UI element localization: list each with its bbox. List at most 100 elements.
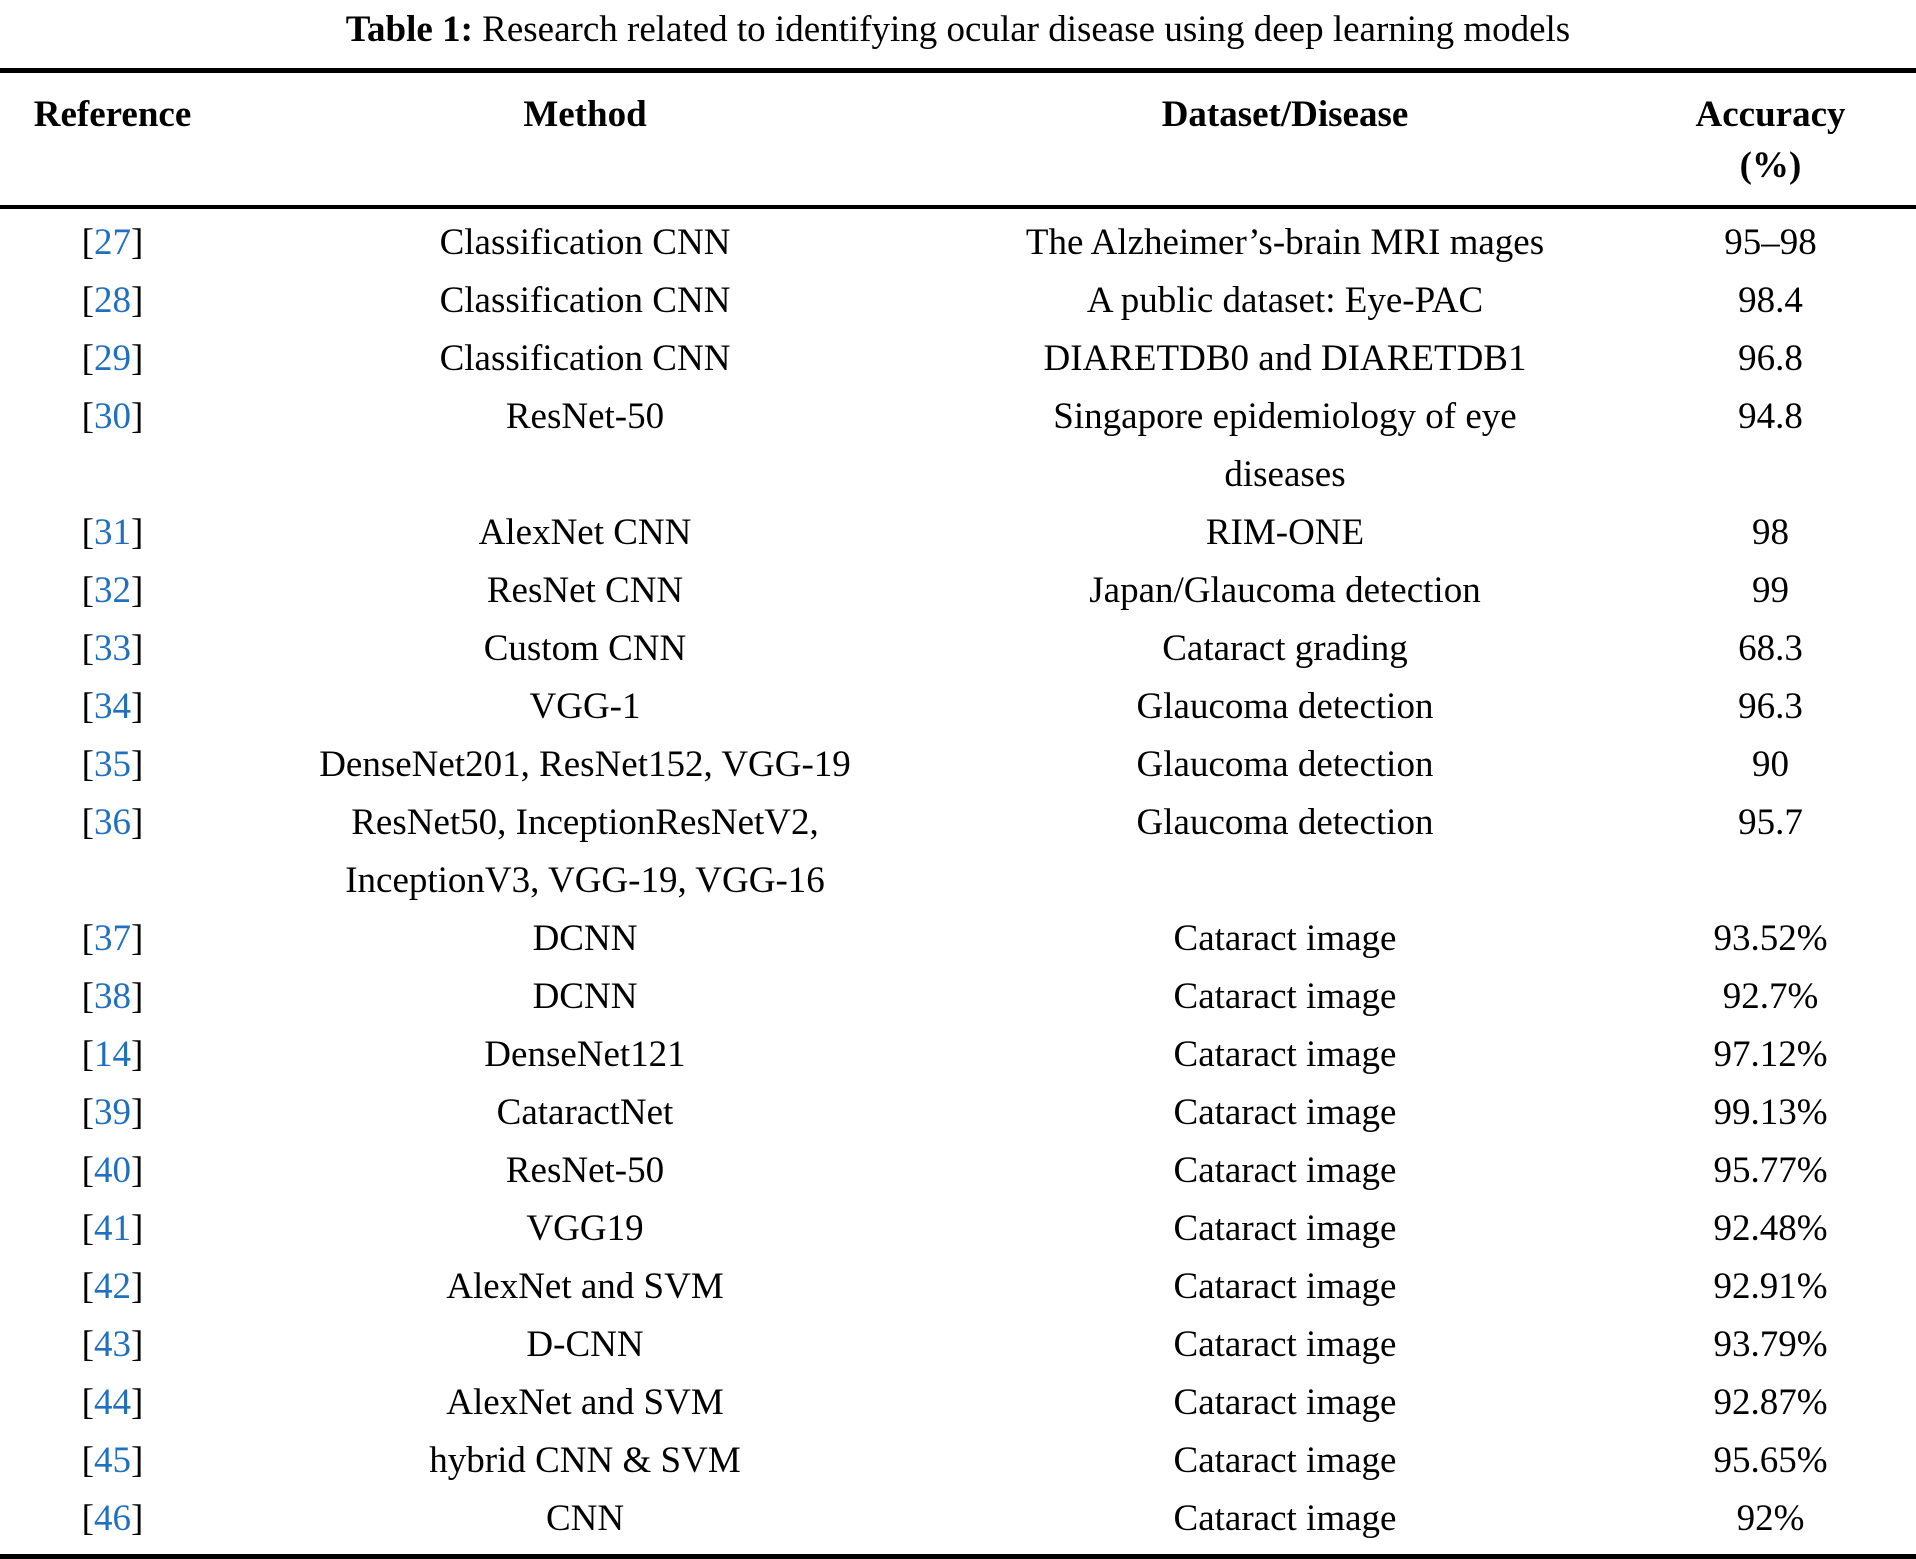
method-cell: hybrid CNN & SVM [429,1440,741,1481]
bracket-open: [ [81,570,94,611]
bracket-close: ] [131,222,144,263]
reference-link[interactable]: [32] [82,570,144,611]
reference-cell: [44] [0,1374,225,1432]
reference-number: 38 [94,976,131,1017]
reference-number: 44 [94,1382,131,1423]
reference-number: 43 [94,1324,131,1365]
reference-cell: [45] [0,1432,225,1490]
table-caption-text: Research related to identifying ocular d… [482,9,1571,50]
reference-number: 39 [94,1092,131,1133]
bracket-close: ] [131,280,144,321]
table-row: [27] Classification CNN The Alzheimer’s-… [0,207,1916,272]
table-row: [45] hybrid CNN & SVM Cataract image 95.… [0,1432,1916,1490]
method-cell: Classification CNN [439,222,731,263]
table-caption: Table 1: Research related to identifying… [0,0,1916,68]
reference-number: 32 [94,570,131,611]
dataset-cell: Glaucoma detection [1136,802,1434,843]
reference-link[interactable]: [39] [82,1092,144,1133]
reference-number: 40 [94,1150,131,1191]
method-cell: AlexNet and SVM [446,1266,724,1307]
method-cell: VGG-1 [529,686,641,727]
accuracy-cell: 94.8 [1738,396,1803,437]
method-cell: ResNet50, InceptionResNetV2, InceptionV3… [345,802,825,901]
table-row: [33] Custom CNN Cataract grading 68.3 [0,620,1916,678]
method-cell: DCNN [532,918,638,959]
dataset-cell: Cataract image [1173,1034,1397,1075]
bracket-close: ] [131,512,144,553]
reference-cell: [29] [0,330,225,388]
bracket-close: ] [131,1266,144,1307]
dataset-cell: Cataract image [1173,976,1397,1017]
reference-link[interactable]: [14] [82,1034,144,1075]
accuracy-cell: 95.65% [1713,1440,1828,1481]
reference-link[interactable]: [46] [82,1498,144,1539]
bracket-open: [ [81,628,94,669]
reference-link[interactable]: [35] [82,744,144,785]
bracket-open: [ [81,1440,94,1481]
accuracy-cell: 92.48% [1713,1208,1828,1249]
dataset-cell: Cataract image [1173,1150,1397,1191]
table-header-row: Reference Method Dataset/Disease Accurac… [0,68,1916,209]
reference-link[interactable]: [37] [82,918,144,959]
reference-link[interactable]: [33] [82,628,144,669]
table-row: [29] Classification CNN DIARETDB0 and DI… [0,330,1916,388]
reference-link[interactable]: [36] [82,802,144,843]
reference-link[interactable]: [29] [82,338,144,379]
method-cell: ResNet CNN [486,570,684,611]
reference-link[interactable]: [31] [82,512,144,553]
reference-link[interactable]: [43] [82,1324,144,1365]
method-cell: D-CNN [526,1324,644,1365]
column-header-dataset-disease: Dataset/Disease [945,68,1625,209]
reference-number: 42 [94,1266,131,1307]
reference-cell: [39] [0,1084,225,1142]
accuracy-cell: 98 [1752,512,1789,553]
bracket-open: [ [81,802,94,843]
column-header-reference: Reference [0,68,225,209]
reference-link[interactable]: [28] [82,280,144,321]
bracket-close: ] [131,570,144,611]
method-cell: DenseNet201, ResNet152, VGG-19 [319,744,851,785]
reference-number: 14 [94,1034,131,1075]
method-cell: DenseNet121 [484,1034,686,1075]
reference-number: 28 [94,280,131,321]
table-row: [38] DCNN Cataract image 92.7% [0,968,1916,1026]
reference-link[interactable]: [42] [82,1266,144,1307]
table-row: [14] DenseNet121 Cataract image 97.12% [0,1026,1916,1084]
bracket-close: ] [131,338,144,379]
reference-link[interactable]: [45] [82,1440,144,1481]
table-row: [44] AlexNet and SVM Cataract image 92.8… [0,1374,1916,1432]
table-row: [40] ResNet-50 Cataract image 95.77% [0,1142,1916,1200]
table-row: [36] ResNet50, InceptionResNetV2, Incept… [0,794,1916,910]
reference-number: 29 [94,338,131,379]
dataset-cell: Cataract image [1173,918,1397,959]
method-cell: DCNN [532,976,638,1017]
reference-cell: [35] [0,736,225,794]
reference-cell: [38] [0,968,225,1026]
reference-number: 45 [94,1440,131,1481]
table-row: [34] VGG-1 Glaucoma detection 96.3 [0,678,1916,736]
reference-link[interactable]: [40] [82,1150,144,1191]
table-row: [39] CataractNet Cataract image 99.13% [0,1084,1916,1142]
reference-link[interactable]: [34] [82,686,144,727]
dataset-cell: Cataract image [1173,1266,1397,1307]
accuracy-cell: 93.79% [1713,1324,1828,1365]
bracket-close: ] [131,1092,144,1133]
reference-link[interactable]: [41] [82,1208,144,1249]
reference-number: 41 [94,1208,131,1249]
dataset-cell: Japan/Glaucoma detection [1089,570,1481,611]
bracket-open: [ [81,1324,94,1365]
bracket-close: ] [131,1498,144,1539]
bracket-close: ] [131,1034,144,1075]
dataset-cell: Cataract image [1173,1324,1397,1365]
reference-link[interactable]: [27] [82,222,144,263]
reference-cell: [37] [0,910,225,968]
reference-cell: [27] [0,207,225,272]
accuracy-cell: 99 [1752,570,1789,611]
method-cell: CataractNet [496,1092,674,1133]
reference-link[interactable]: [38] [82,976,144,1017]
table-row: [35] DenseNet201, ResNet152, VGG-19 Glau… [0,736,1916,794]
reference-link[interactable]: [30] [82,396,144,437]
dataset-cell: Cataract image [1173,1208,1397,1249]
reference-link[interactable]: [44] [82,1382,144,1423]
